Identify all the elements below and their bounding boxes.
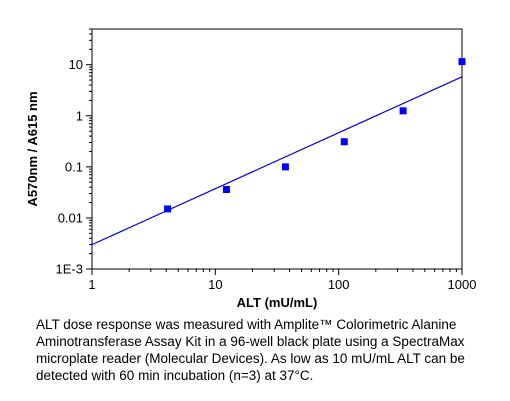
chart: 1 10 100 1000 1E-3 0.01 0.1 1 10 ALT (mU/mL) A57… bbox=[25, 28, 477, 310]
plot-frame bbox=[91, 28, 463, 270]
x-axis-title: ALT (mU/mL) bbox=[237, 295, 318, 310]
y-tick-label: 0.1 bbox=[65, 159, 83, 174]
axis-ticks: 1 10 100 1000 1E-3 0.01 0.1 1 10 bbox=[56, 28, 477, 292]
data-point bbox=[458, 58, 466, 66]
x-tick-label: 1000 bbox=[448, 277, 477, 292]
x-tick-label: 100 bbox=[328, 277, 350, 292]
data-point bbox=[399, 107, 407, 115]
data-point bbox=[281, 163, 289, 171]
y-axis-title: A570nm / A615 nm bbox=[25, 91, 40, 206]
y-tick-label: 10 bbox=[69, 57, 83, 72]
x-tick-label: 10 bbox=[208, 277, 222, 292]
data-points bbox=[164, 58, 466, 213]
data-point bbox=[340, 138, 348, 146]
y-tick-label: 0.01 bbox=[58, 210, 83, 225]
y-tick-label: 1 bbox=[76, 108, 83, 123]
fit-line-group bbox=[91, 76, 463, 246]
y-tick-label: 1E-3 bbox=[56, 262, 83, 277]
fit-line bbox=[91, 76, 463, 246]
x-tick-label: 1 bbox=[88, 277, 95, 292]
figure-caption: ALT dose response was measured with Ampl… bbox=[36, 317, 465, 383]
data-point bbox=[164, 205, 172, 213]
data-point bbox=[222, 186, 230, 194]
